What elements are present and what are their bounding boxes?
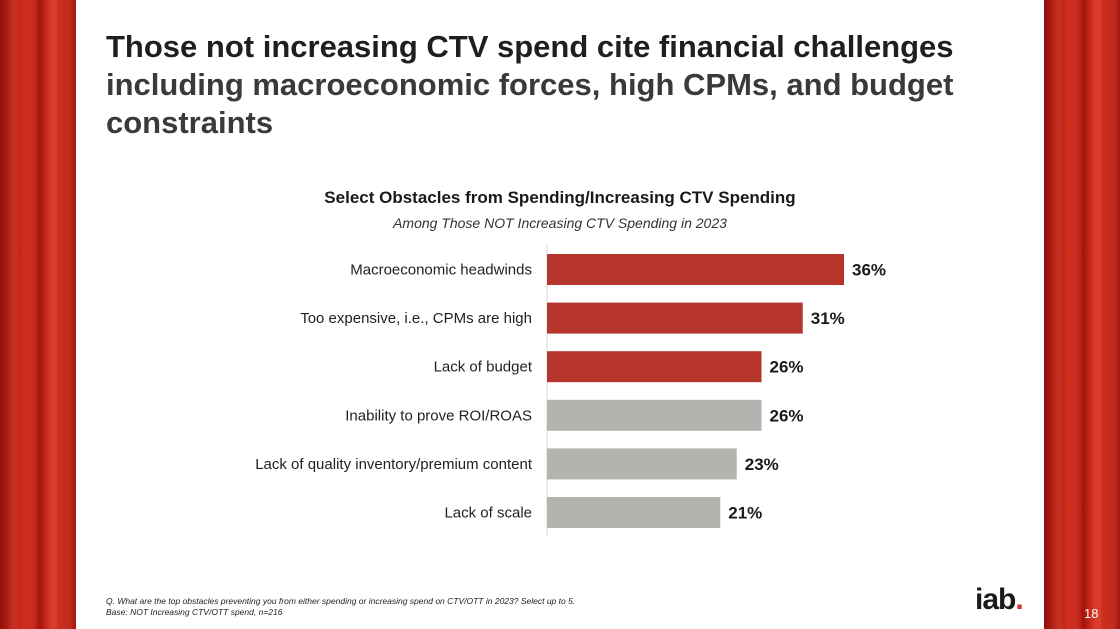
headline-rest-part: including macroeconomic forces, high CPM… (106, 67, 954, 140)
value-label: 31% (811, 309, 845, 328)
footnote: Q. What are the top obstacles preventing… (106, 596, 575, 618)
bar (547, 351, 762, 383)
chart-title: Select Obstacles from Spending/Increasin… (324, 188, 796, 207)
bar (547, 302, 803, 334)
bar (547, 399, 762, 431)
bar (547, 254, 844, 285)
footnote-base: Base: NOT Increasing CTV/OTT spend, n=21… (106, 607, 283, 617)
right-decorative-border (1044, 0, 1120, 629)
headline-bold-part: Those not increasing CTV spend cite fina… (106, 29, 954, 64)
value-label: 26% (770, 358, 804, 377)
logo-dot: . (1015, 583, 1023, 616)
iab-logo: iab. (975, 583, 1024, 617)
value-label: 21% (728, 504, 762, 523)
category-label: Inability to prove ROI/ROAS (345, 407, 532, 424)
value-label: 26% (770, 406, 804, 425)
slide-headline: Those not increasing CTV spend cite fina… (106, 28, 1026, 142)
left-decorative-border (0, 0, 76, 629)
category-label: Lack of scale (444, 505, 532, 522)
category-label: Macroeconomic headwinds (350, 262, 532, 279)
category-label: Lack of quality inventory/premium conten… (255, 456, 533, 473)
category-label: Too expensive, i.e., CPMs are high (300, 310, 532, 327)
page-number: 18 (1084, 606, 1099, 621)
category-label: Lack of budget (434, 359, 533, 376)
bar (547, 448, 737, 480)
chart-subtitle: Among Those NOT Increasing CTV Spending … (393, 215, 727, 231)
bar (547, 497, 721, 528)
logo-text: iab (975, 583, 1016, 616)
footnote-question: Q. What are the top obstacles preventing… (106, 596, 576, 606)
value-label: 23% (745, 455, 779, 474)
value-label: 36% (852, 261, 886, 280)
